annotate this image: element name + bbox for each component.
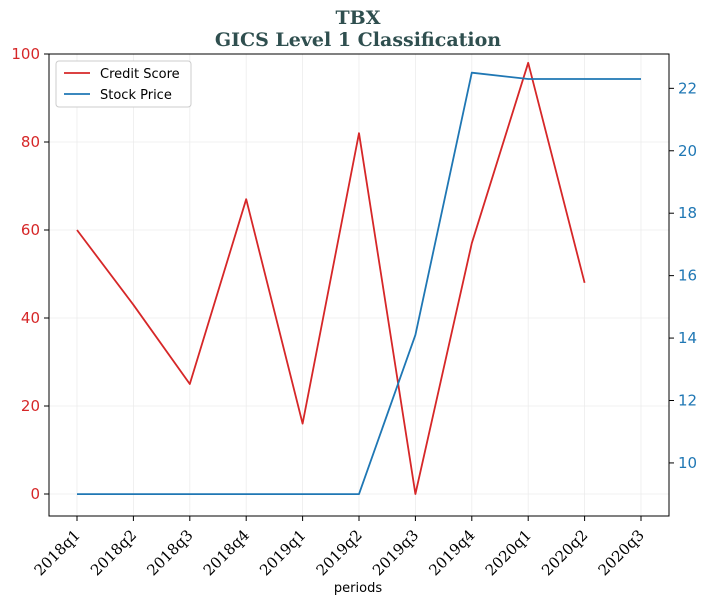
x-axis: 2018q1 2018q2 2018q3 2018q4 2019q1 2019q2 2019…	[31, 516, 648, 579]
right-y-tick-label: 20	[678, 142, 697, 160]
right-y-axis: 10 12 14 16 18 20 22	[669, 79, 697, 472]
x-tick-label: 2019q3	[369, 526, 422, 579]
left-y-axis: 0 20 40 60 80 100	[11, 45, 49, 503]
left-y-tick-label: 100	[11, 45, 40, 63]
right-y-tick-label: 10	[678, 454, 697, 472]
left-y-tick-label: 40	[21, 309, 40, 327]
left-y-tick-label: 20	[21, 397, 40, 415]
x-tick-label: 2020q3	[595, 526, 648, 579]
x-tick-label: 2018q1	[31, 526, 84, 579]
x-tick-label: 2018q4	[200, 526, 253, 579]
legend-label-credit-score: Credit Score	[100, 67, 180, 82]
x-tick-label: 2020q1	[482, 526, 535, 579]
left-y-tick-label: 0	[30, 485, 40, 503]
x-tick-label: 2018q3	[143, 526, 196, 579]
x-tick-label: 2019q4	[425, 526, 478, 579]
x-tick-label: 2018q2	[87, 526, 140, 579]
x-tick-label: 2020q2	[538, 526, 591, 579]
legend[interactable]: Credit Score Stock Price	[55, 60, 192, 108]
chart-subtitle: GICS Level 1 Classification	[215, 29, 501, 51]
chart-title: TBX	[336, 7, 381, 29]
x-tick-label: 2019q1	[256, 526, 309, 579]
right-y-tick-label: 12	[678, 392, 697, 410]
grid	[49, 53, 669, 516]
right-y-tick-label: 18	[678, 204, 697, 222]
right-y-tick-label: 16	[678, 267, 697, 285]
x-axis-label: periods	[334, 581, 382, 596]
series-lines	[76, 61, 641, 496]
x-tick-label: 2019q2	[313, 526, 366, 579]
series-line-stock-price	[77, 71, 641, 496]
legend-label-stock-price: Stock Price	[100, 88, 172, 103]
right-y-tick-label: 22	[678, 79, 697, 97]
left-y-tick-label: 80	[21, 133, 40, 151]
left-y-tick-label: 60	[21, 221, 40, 239]
series-line-credit-score	[76, 61, 586, 495]
right-y-tick-label: 14	[678, 329, 697, 347]
